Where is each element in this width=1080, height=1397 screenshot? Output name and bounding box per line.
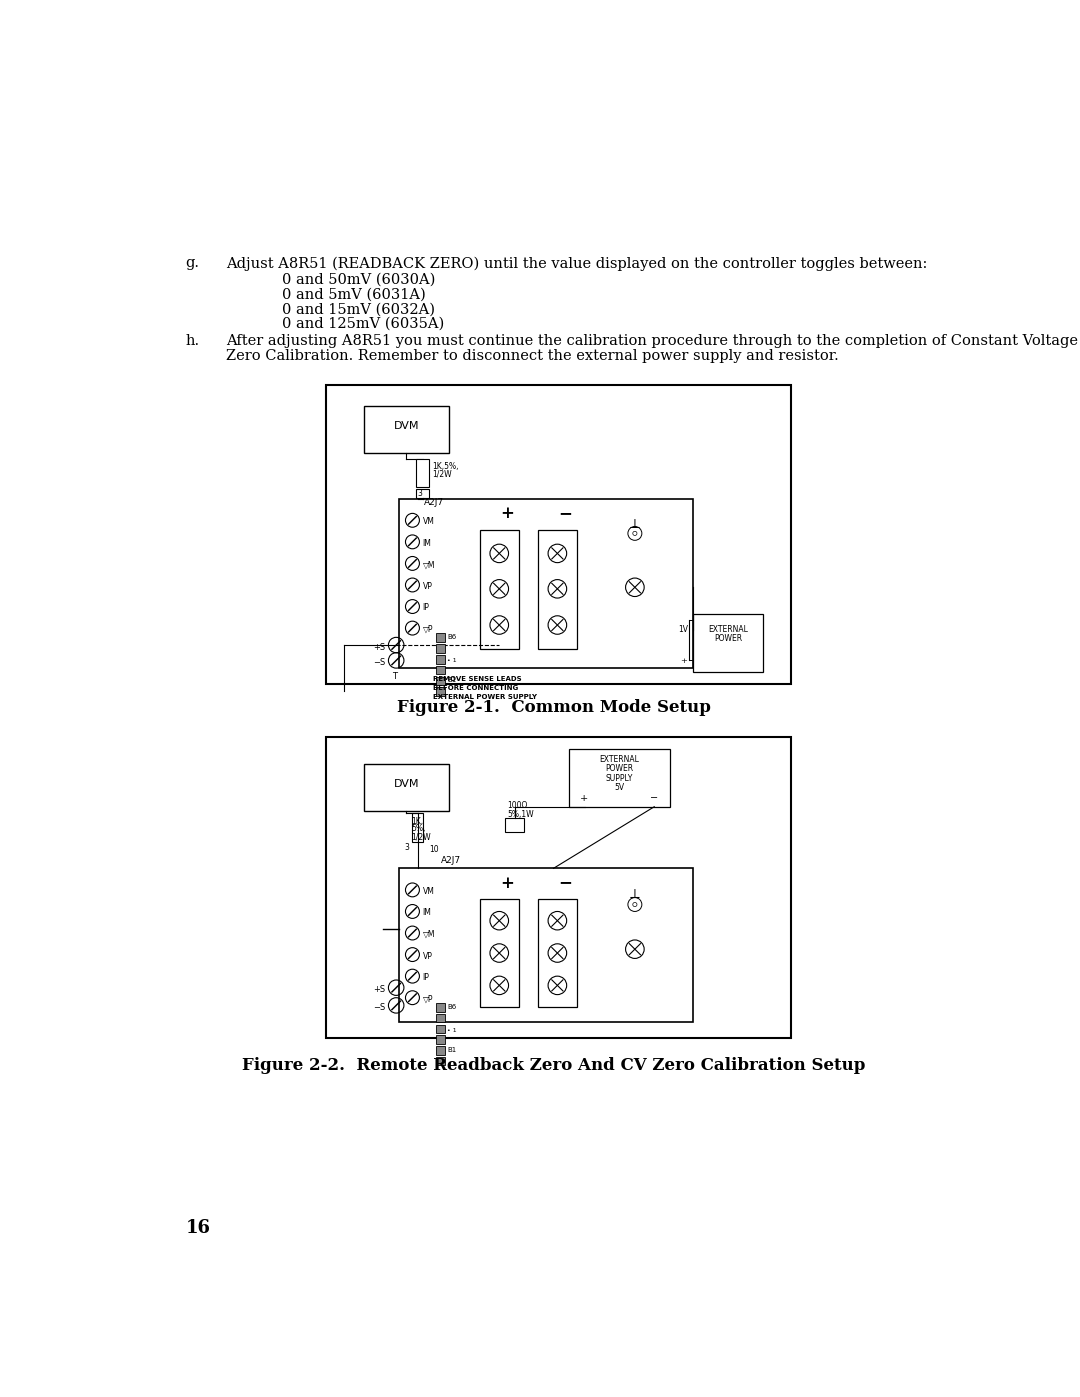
- Bar: [364, 764, 449, 810]
- Text: 1K,5%,: 1K,5%,: [432, 462, 458, 471]
- Bar: [399, 869, 693, 1023]
- Text: POWER: POWER: [714, 634, 742, 643]
- Text: ▽M: ▽M: [422, 930, 435, 939]
- Text: VP: VP: [422, 583, 432, 591]
- Text: 5V: 5V: [615, 782, 624, 792]
- Text: +: +: [500, 875, 514, 891]
- Bar: [480, 900, 518, 1007]
- Text: +S: +S: [374, 985, 386, 995]
- Text: Figure 2-2.  Remote Readback Zero And CV Zero Calibration Setup: Figure 2-2. Remote Readback Zero And CV …: [242, 1058, 865, 1074]
- Text: • 1: • 1: [447, 1028, 457, 1032]
- Text: −: −: [650, 793, 659, 803]
- Text: EXTERNAL: EXTERNAL: [599, 756, 639, 764]
- Text: ⊥: ⊥: [629, 518, 640, 531]
- Text: 10: 10: [429, 845, 438, 854]
- Text: After adjusting A8R51 you must continue the calibration procedure through to the: After adjusting A8R51 you must continue …: [227, 334, 1079, 348]
- Text: A2J7: A2J7: [441, 856, 461, 865]
- Bar: [435, 1014, 445, 1023]
- Bar: [480, 529, 518, 648]
- Text: 3: 3: [405, 842, 409, 852]
- Bar: [538, 529, 577, 648]
- Text: 16: 16: [186, 1218, 211, 1236]
- Bar: [435, 1024, 445, 1034]
- Text: EXTERNAL POWER SUPPLY: EXTERNAL POWER SUPPLY: [433, 694, 538, 700]
- Bar: [416, 458, 429, 488]
- Text: 100Ω: 100Ω: [507, 802, 527, 810]
- Text: Adjust A8R51 (READBACK ZERO) until the value displayed on the controller toggles: Adjust A8R51 (READBACK ZERO) until the v…: [227, 256, 928, 271]
- Text: 5%,: 5%,: [411, 824, 426, 834]
- Bar: [364, 407, 449, 453]
- Text: +: +: [680, 658, 687, 665]
- Bar: [435, 655, 445, 664]
- Text: EXTERNAL: EXTERNAL: [707, 624, 747, 634]
- Text: Figure 2-1.  Common Mode Setup: Figure 2-1. Common Mode Setup: [396, 698, 711, 715]
- Text: ▽P: ▽P: [422, 624, 433, 634]
- Text: DVM: DVM: [393, 420, 419, 430]
- Bar: [435, 633, 445, 643]
- Text: SUPPLY: SUPPLY: [606, 774, 633, 782]
- Text: A2J7: A2J7: [424, 497, 444, 507]
- Text: 0 and 15mV (6032A): 0 and 15mV (6032A): [282, 302, 435, 316]
- Text: B6: B6: [447, 1004, 457, 1010]
- Text: −: −: [558, 875, 572, 891]
- Text: +: +: [500, 504, 514, 522]
- Text: 1/2W: 1/2W: [411, 833, 431, 841]
- Text: POWER: POWER: [605, 764, 634, 774]
- Bar: [435, 666, 445, 675]
- Bar: [435, 1046, 445, 1055]
- Text: 0 and 125mV (6035A): 0 and 125mV (6035A): [282, 317, 445, 331]
- Bar: [435, 644, 445, 652]
- Text: T: T: [392, 672, 397, 680]
- Text: REMOVE SENSE LEADS: REMOVE SENSE LEADS: [433, 676, 522, 682]
- Text: IP: IP: [422, 604, 430, 612]
- Text: +S: +S: [374, 643, 386, 652]
- Bar: [435, 1003, 445, 1011]
- Bar: [693, 615, 762, 672]
- Bar: [413, 813, 423, 842]
- Bar: [416, 489, 429, 497]
- Text: +: +: [580, 793, 589, 803]
- Bar: [569, 749, 670, 806]
- Text: 1/2W: 1/2W: [432, 469, 451, 479]
- Text: 1K,: 1K,: [411, 817, 423, 826]
- Text: B1: B1: [447, 678, 457, 683]
- Bar: [399, 499, 693, 668]
- Text: ▽P: ▽P: [422, 995, 433, 1003]
- Text: IM: IM: [422, 908, 431, 918]
- Bar: [435, 1058, 445, 1066]
- Text: • 1: • 1: [447, 658, 457, 664]
- Text: −: −: [558, 504, 572, 522]
- Bar: [435, 676, 445, 685]
- Text: VM: VM: [422, 887, 434, 895]
- Text: ▽M: ▽M: [422, 560, 435, 570]
- Bar: [326, 384, 792, 683]
- Text: Zero Calibration. Remember to disconnect the external power supply and resistor.: Zero Calibration. Remember to disconnect…: [227, 349, 839, 363]
- Text: VM: VM: [422, 517, 434, 527]
- Text: 1V: 1V: [678, 624, 689, 634]
- Text: BEFORE CONNECTING: BEFORE CONNECTING: [433, 685, 518, 692]
- Text: 0 and 50mV (6030A): 0 and 50mV (6030A): [282, 274, 435, 288]
- Text: ⊥: ⊥: [629, 887, 640, 901]
- Text: g.: g.: [186, 256, 200, 270]
- Bar: [435, 687, 445, 696]
- Bar: [538, 900, 577, 1007]
- Bar: [505, 819, 524, 833]
- Text: −S: −S: [373, 1003, 386, 1011]
- Bar: [326, 738, 792, 1038]
- Text: DVM: DVM: [393, 778, 419, 789]
- Text: IM: IM: [422, 539, 431, 548]
- Text: B1: B1: [447, 1046, 457, 1053]
- Text: B6: B6: [447, 634, 457, 640]
- Text: h.: h.: [186, 334, 200, 348]
- Text: 5%,1W: 5%,1W: [507, 810, 534, 819]
- Text: 3: 3: [418, 489, 422, 497]
- Text: −S: −S: [373, 658, 386, 668]
- Text: VP: VP: [422, 951, 432, 961]
- Text: IP: IP: [422, 974, 430, 982]
- Bar: [435, 1035, 445, 1044]
- Text: 0 and 5mV (6031A): 0 and 5mV (6031A): [282, 288, 426, 302]
